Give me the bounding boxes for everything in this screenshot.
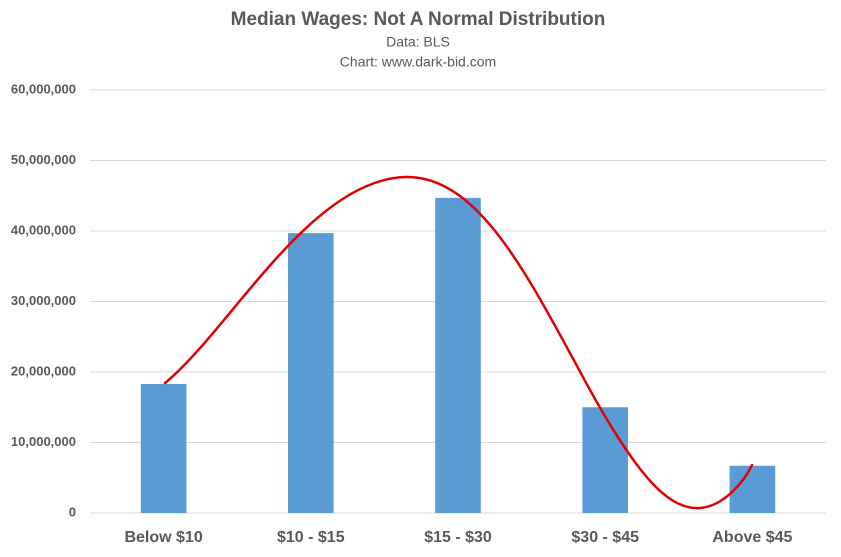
y-tick-label: 40,000,000 bbox=[11, 222, 76, 237]
chart-subtitle: Chart: www.dark-bid.com bbox=[340, 54, 496, 70]
y-tick-label: 10,000,000 bbox=[11, 434, 76, 449]
bar bbox=[582, 407, 629, 513]
x-tick-label: Below $10 bbox=[124, 529, 202, 546]
x-tick-label: $30 - $45 bbox=[571, 529, 639, 546]
x-tick-label: Above $45 bbox=[712, 529, 792, 546]
x-tick-label: $10 - $15 bbox=[277, 529, 345, 546]
x-tick-label: $15 - $30 bbox=[424, 529, 492, 546]
bar bbox=[729, 465, 776, 513]
y-tick-label: 30,000,000 bbox=[11, 293, 76, 308]
chart-title: Median Wages: Not A Normal Distribution bbox=[231, 9, 606, 30]
bars bbox=[140, 197, 776, 514]
y-tick-label: 60,000,000 bbox=[11, 81, 76, 96]
bar bbox=[287, 233, 334, 514]
bar bbox=[435, 197, 481, 514]
chart-subtitle: Data: BLS bbox=[386, 34, 450, 50]
trend-curve bbox=[163, 175, 754, 510]
bar bbox=[140, 383, 187, 513]
y-tick-label: 50,000,000 bbox=[11, 152, 76, 167]
y-tick-label: 0 bbox=[69, 504, 76, 519]
y-tick-label: 20,000,000 bbox=[11, 363, 76, 378]
